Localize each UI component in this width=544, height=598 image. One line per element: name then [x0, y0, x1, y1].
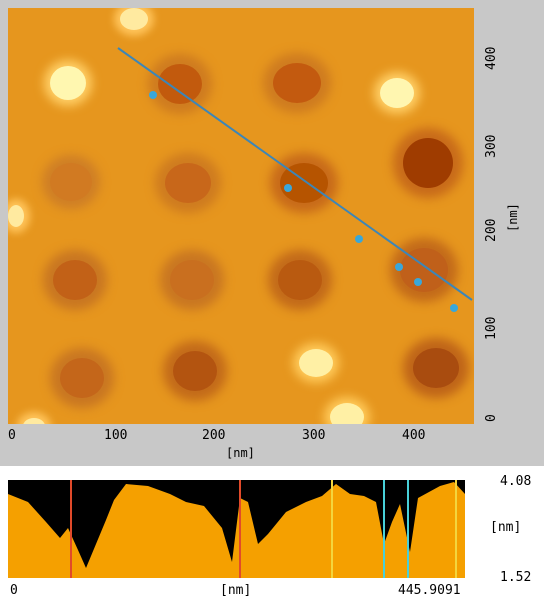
- pit: [50, 163, 92, 201]
- bright-grain: [330, 403, 364, 424]
- profile-area: [8, 482, 465, 578]
- y-tick: 100: [484, 316, 499, 340]
- profile-cursor-yellow-1[interactable]: [331, 480, 333, 578]
- profile-y-unit: [nm]: [490, 520, 522, 535]
- profile-cursor-cyan-2[interactable]: [407, 480, 409, 578]
- bright-grain: [120, 8, 148, 30]
- x-unit-label: [nm]: [226, 446, 255, 460]
- pit: [165, 163, 211, 203]
- afm-image-panel: 0 100 200 300 400 [nm] 0 100 200 300 400…: [0, 0, 544, 466]
- profile-cursor-cyan-1[interactable]: [383, 480, 385, 578]
- y-unit-label: [nm]: [506, 203, 520, 232]
- profile-y-max: 4.08: [500, 474, 532, 489]
- pit: [170, 260, 214, 300]
- pit: [273, 63, 321, 103]
- pit: [278, 260, 322, 300]
- trace-marker-3[interactable]: [355, 235, 363, 243]
- trace-marker-1[interactable]: [149, 91, 157, 99]
- pit: [158, 64, 202, 104]
- trace-marker-2[interactable]: [284, 184, 292, 192]
- x-tick: 400: [402, 428, 426, 443]
- y-tick: 300: [484, 134, 499, 158]
- profile-x-unit: [nm]: [220, 583, 252, 598]
- bright-grain: [380, 78, 414, 108]
- profile-x-start: 0: [10, 583, 18, 598]
- x-tick: 200: [202, 428, 226, 443]
- trace-marker-4[interactable]: [395, 263, 403, 271]
- x-tick: 300: [302, 428, 326, 443]
- afm-height-image[interactable]: [8, 8, 474, 424]
- x-tick: 0: [8, 428, 16, 443]
- profile-fill-svg: [8, 482, 465, 578]
- pit: [403, 138, 453, 188]
- bright-grain: [50, 66, 86, 100]
- bright-grain: [8, 205, 24, 227]
- x-tick: 100: [104, 428, 128, 443]
- bright-grain: [299, 349, 333, 377]
- bright-grain: [23, 418, 45, 424]
- profile-cursor-red-1[interactable]: [70, 480, 72, 578]
- profile-cursor-red-2[interactable]: [239, 480, 241, 578]
- y-tick: 200: [484, 218, 499, 242]
- pit: [60, 358, 104, 398]
- y-tick: 0: [484, 414, 499, 422]
- profile-y-min: 1.52: [500, 570, 532, 585]
- line-profile-plot[interactable]: [8, 480, 465, 578]
- y-tick: 400: [484, 46, 499, 70]
- profile-cursor-yellow-2[interactable]: [455, 480, 457, 578]
- pit: [53, 260, 97, 300]
- pit: [173, 351, 217, 391]
- trace-marker-5[interactable]: [414, 278, 422, 286]
- profile-x-end: 445.9091: [398, 583, 461, 598]
- trace-marker-6[interactable]: [450, 304, 458, 312]
- profile-trace-line: [117, 47, 473, 301]
- pit: [413, 348, 459, 388]
